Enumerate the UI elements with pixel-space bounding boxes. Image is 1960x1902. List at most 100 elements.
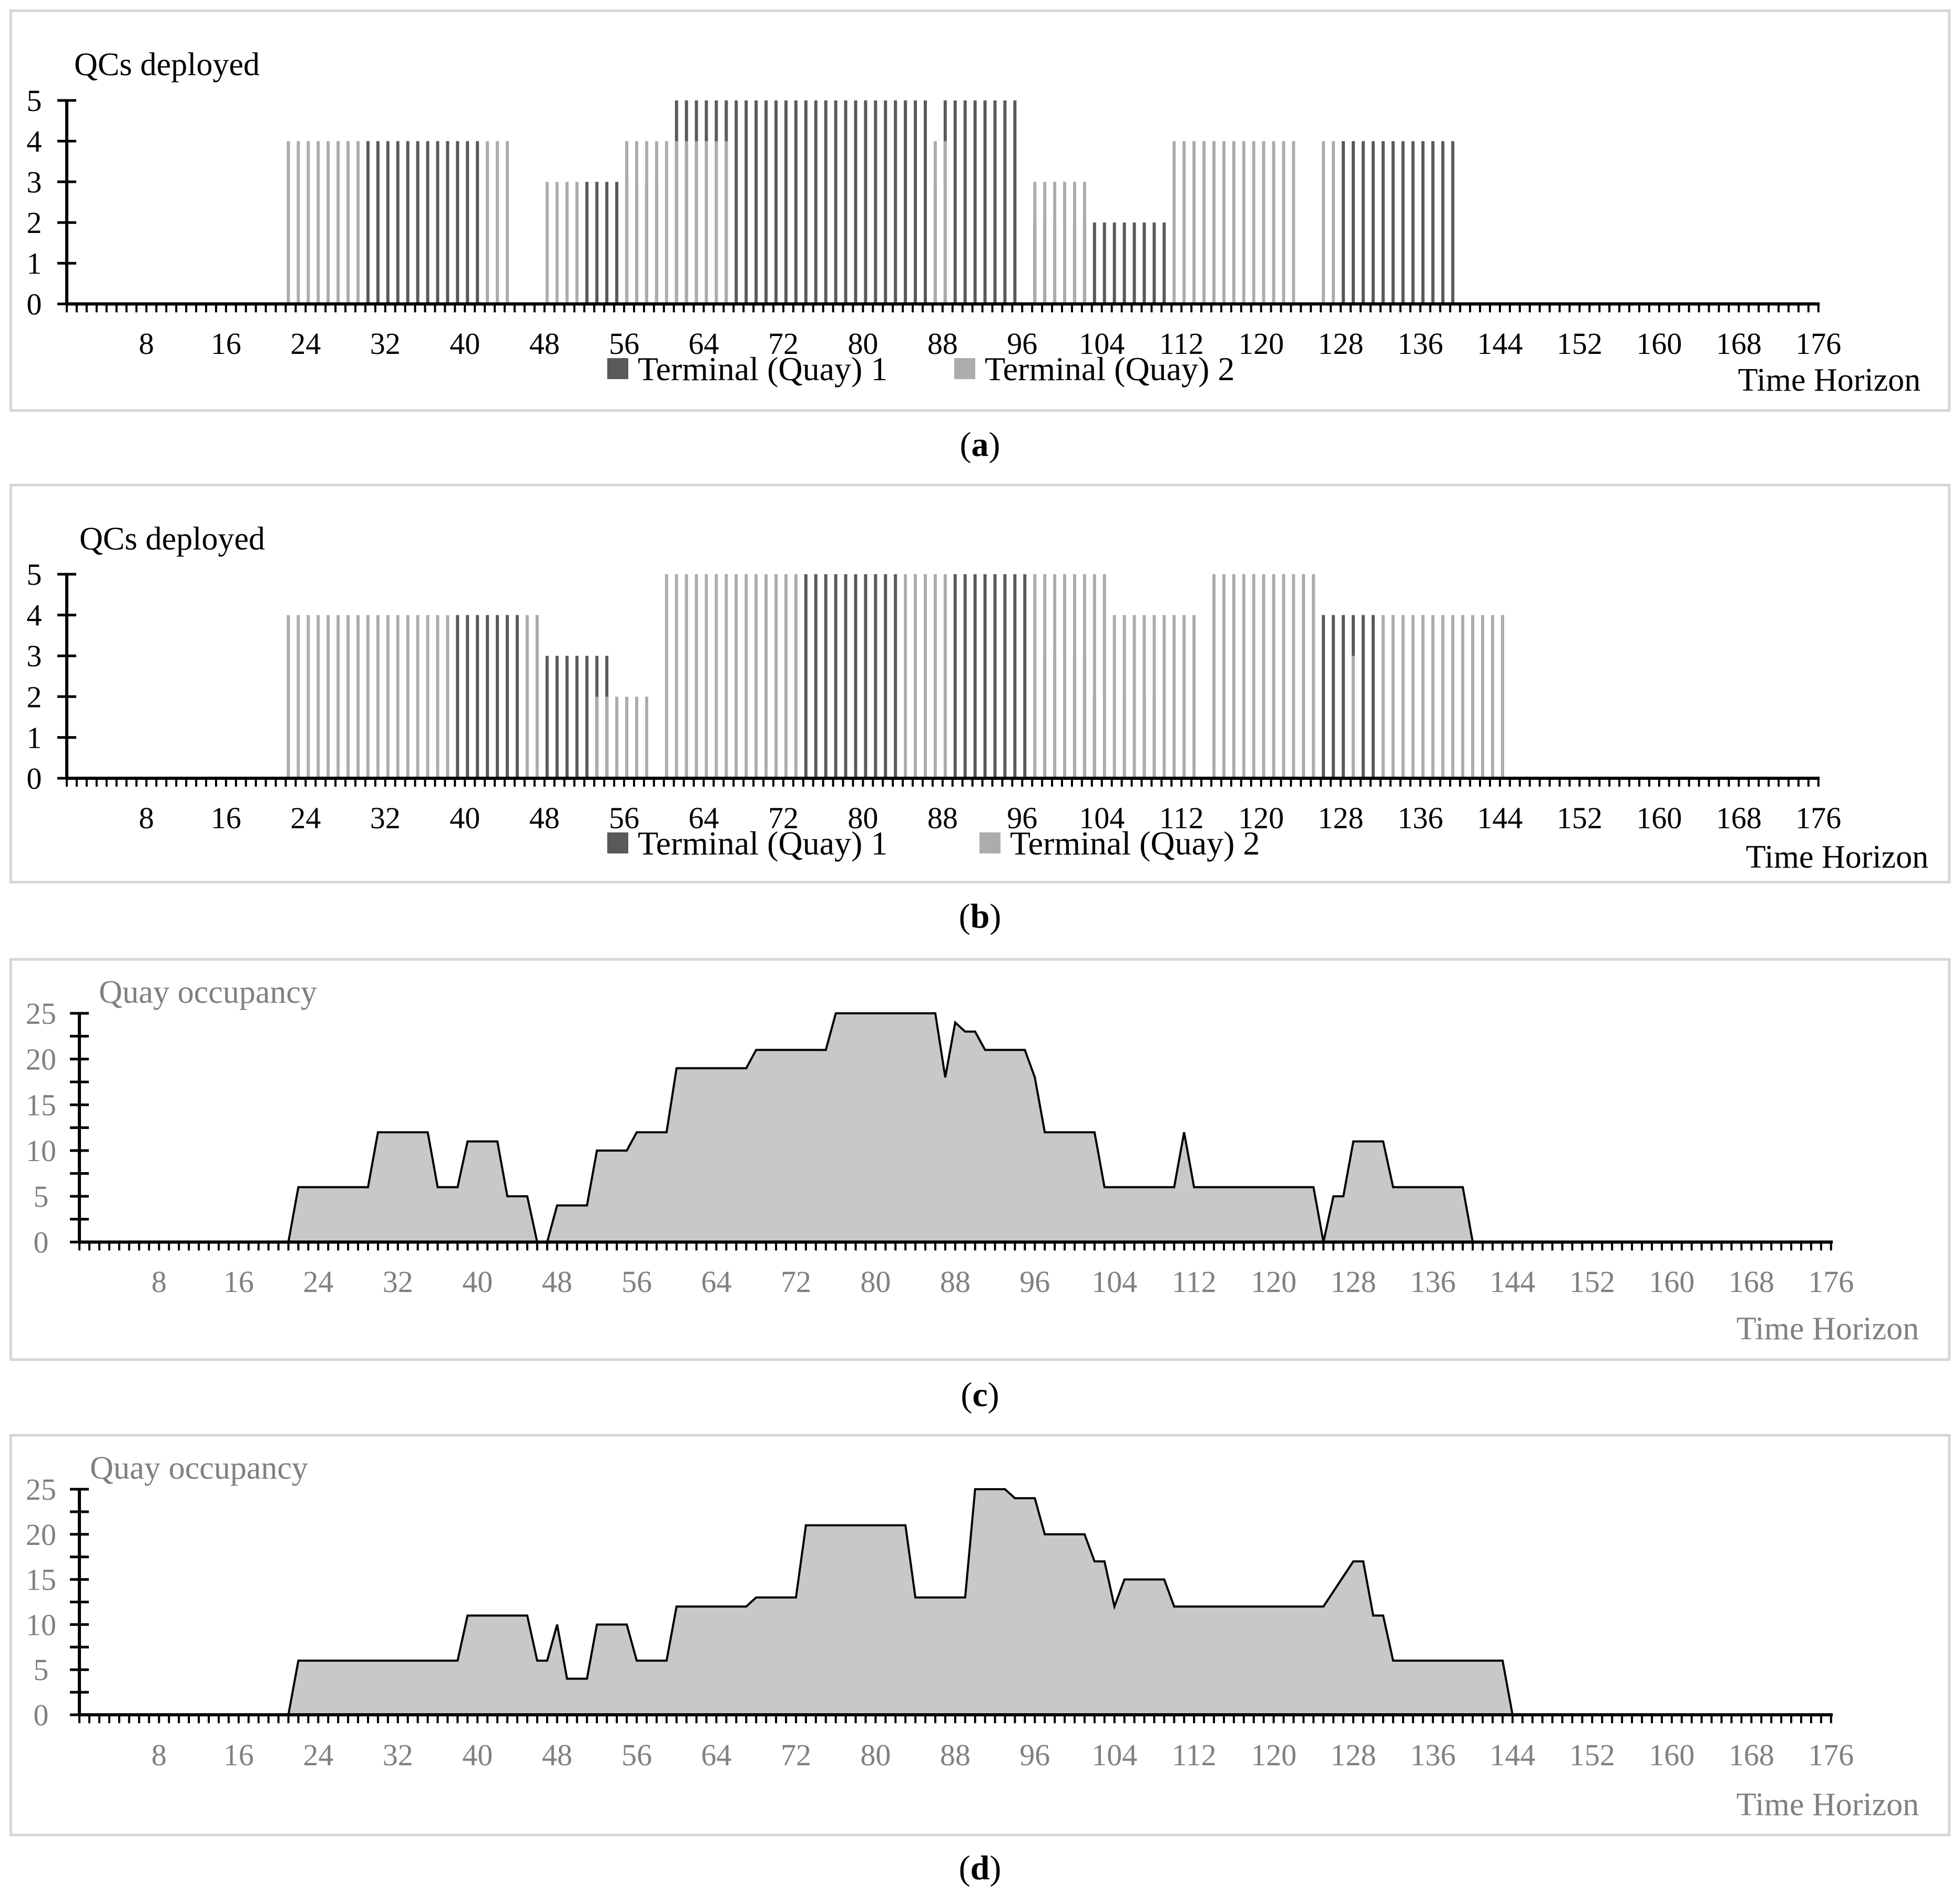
bar [1421, 141, 1425, 304]
bar [1332, 141, 1335, 304]
y-tick-label: 20 [26, 1042, 56, 1076]
x-tick-label: 56 [621, 1738, 652, 1772]
x-tick-label: 64 [701, 1738, 732, 1772]
bar [1411, 141, 1415, 304]
bar [1292, 141, 1295, 304]
x-tick-label: 120 [1251, 1738, 1297, 1772]
bar [1172, 141, 1176, 304]
bar [1441, 141, 1445, 304]
bar [1202, 141, 1206, 304]
bar [695, 574, 698, 778]
y-tick-label: 3 [27, 639, 42, 673]
bar [675, 141, 678, 304]
x-tick-label: 72 [781, 1265, 811, 1299]
bar [545, 656, 549, 778]
chart-title: QCs deployed [79, 521, 265, 557]
bar [575, 181, 579, 304]
bar [535, 615, 539, 778]
x-tick-label: 176 [1795, 327, 1841, 361]
bar [486, 615, 489, 778]
bar [933, 574, 937, 778]
bar [1441, 615, 1445, 778]
bar [963, 100, 967, 304]
bar [1242, 141, 1246, 304]
bar [466, 615, 469, 778]
bar [376, 141, 380, 304]
bar [874, 574, 877, 778]
legend-swatch [954, 358, 975, 379]
bar [744, 574, 748, 778]
x-axis-title: Time Horizon [1737, 1787, 1919, 1823]
bar [1272, 574, 1275, 778]
bar [1142, 222, 1146, 304]
x-tick-label: 48 [542, 1265, 573, 1299]
x-tick-label: 136 [1397, 801, 1443, 835]
x-tick-label: 128 [1331, 1738, 1376, 1772]
bar [943, 574, 947, 778]
x-tick-label: 40 [450, 801, 480, 835]
y-tick-label: 4 [27, 124, 42, 158]
x-tick-label: 96 [1019, 1265, 1050, 1299]
x-tick-label: 144 [1489, 1738, 1535, 1772]
x-tick-label: 152 [1569, 1265, 1615, 1299]
bar [1003, 100, 1007, 304]
bar [864, 100, 867, 304]
bar [705, 574, 708, 778]
bar [894, 574, 897, 778]
bar [326, 615, 330, 778]
bar [396, 141, 400, 304]
y-tick-label: 0 [34, 1225, 49, 1259]
occupancy-area [79, 1013, 1831, 1242]
x-tick-label: 104 [1091, 1265, 1137, 1299]
bar [1073, 574, 1076, 778]
bar [555, 656, 559, 778]
bar [386, 141, 390, 304]
bar [356, 141, 360, 304]
bar [973, 100, 977, 304]
x-tick-label: 112 [1159, 327, 1204, 361]
bar [1431, 141, 1435, 304]
bar [1232, 574, 1236, 778]
bar [1182, 615, 1186, 778]
x-tick-label: 160 [1636, 801, 1682, 835]
x-axis-title: Time Horizon [1738, 362, 1921, 398]
bar [1162, 615, 1166, 778]
x-tick-label: 152 [1569, 1738, 1615, 1772]
x-tick-label: 40 [450, 327, 480, 361]
bar [1282, 574, 1285, 778]
bar [446, 141, 450, 304]
y-tick-label: 15 [26, 1563, 56, 1597]
bar [714, 141, 718, 304]
bar [366, 615, 370, 778]
bar [1411, 615, 1415, 778]
bar [734, 100, 738, 304]
bar [625, 696, 629, 778]
x-tick-label: 48 [529, 327, 560, 361]
chart-title: Quay occupancy [90, 1450, 308, 1486]
bar [466, 141, 469, 304]
bar [1043, 574, 1047, 778]
caption-a: (a) [959, 425, 1001, 464]
bar [695, 141, 698, 304]
x-tick-label: 32 [383, 1738, 413, 1772]
bar [1262, 574, 1265, 778]
x-tick-label: 128 [1318, 801, 1364, 835]
bar [615, 696, 619, 778]
bar [1391, 615, 1395, 778]
bar [346, 615, 350, 778]
bar [595, 696, 599, 778]
bar [754, 574, 758, 778]
legend-label: Terminal (Quay) 1 [638, 350, 887, 388]
x-tick-label: 136 [1410, 1738, 1456, 1772]
bar [1192, 141, 1196, 304]
bar [366, 141, 370, 304]
bar [1431, 615, 1435, 778]
bar [605, 696, 609, 778]
bar [1500, 615, 1504, 778]
bar [1481, 615, 1485, 778]
bar [1142, 615, 1146, 778]
bar [884, 574, 887, 778]
bar [515, 615, 519, 778]
caption-c-letter: c [972, 1376, 988, 1414]
x-tick-label: 112 [1159, 801, 1204, 835]
